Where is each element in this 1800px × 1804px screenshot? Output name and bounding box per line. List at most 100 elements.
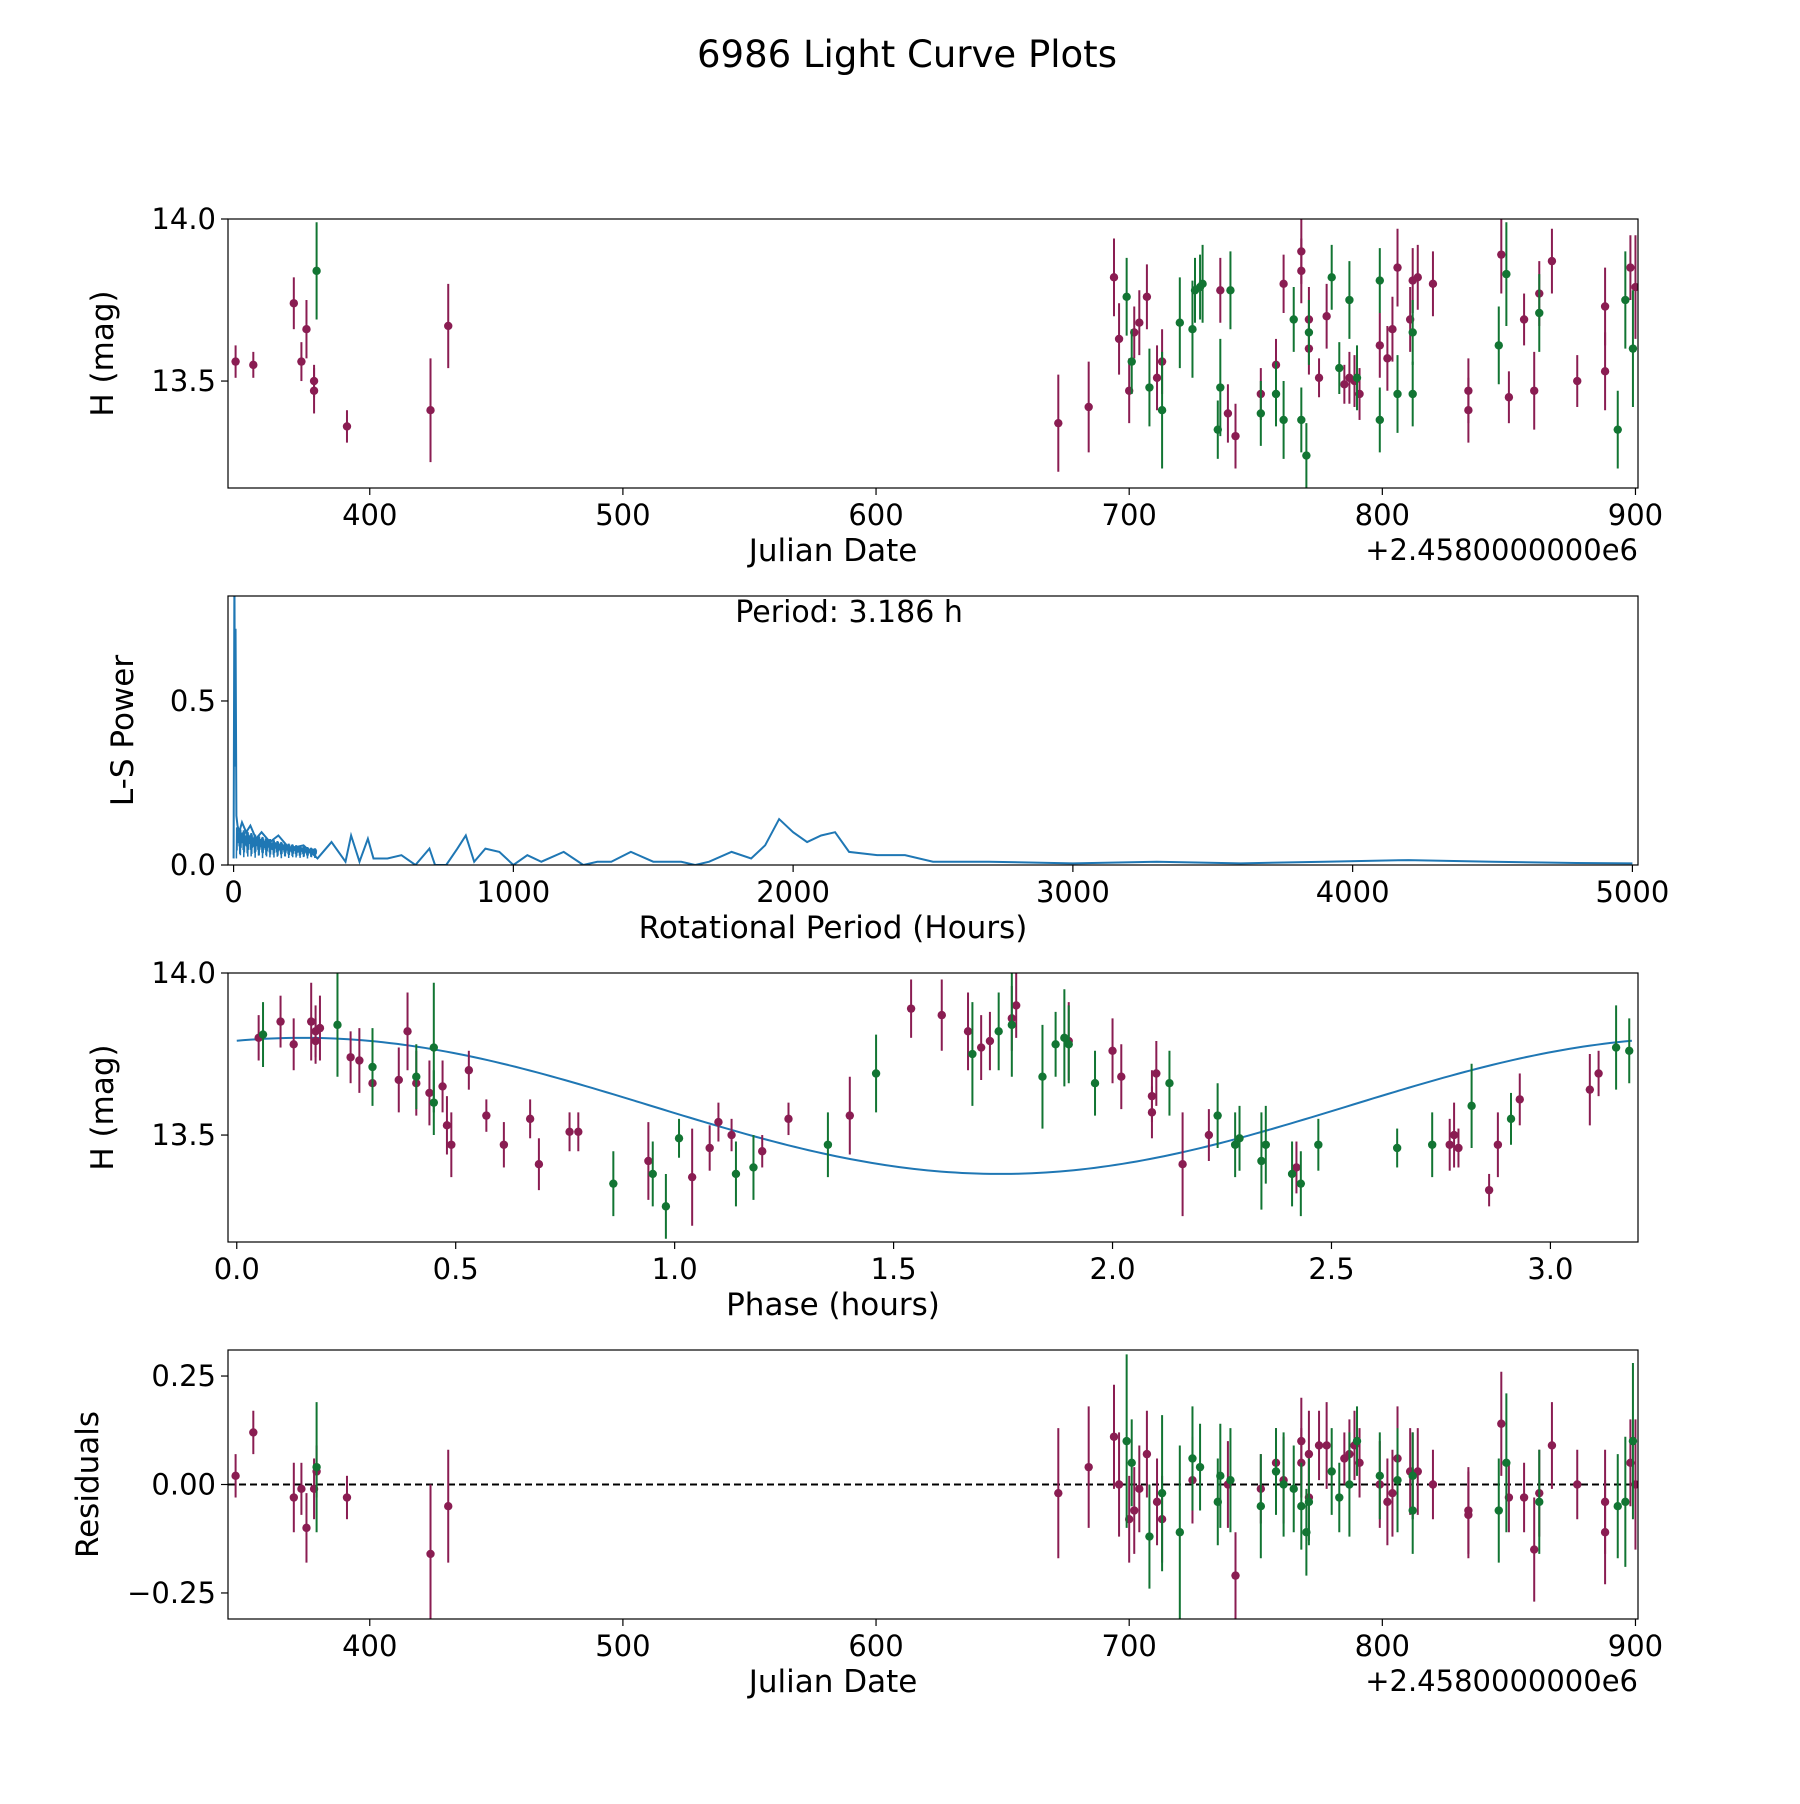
data-point <box>342 422 352 431</box>
data-point <box>1322 312 1331 321</box>
data-point <box>1535 1497 1544 1507</box>
data-point <box>687 1172 697 1182</box>
x-tick-label: 700 <box>1102 498 1157 532</box>
data-point <box>1573 376 1582 386</box>
data-point <box>1226 1475 1235 1485</box>
data-point <box>1493 1140 1503 1149</box>
data-point <box>525 1114 535 1124</box>
data-point <box>1392 1143 1402 1153</box>
data-point <box>1287 1169 1297 1179</box>
data-point <box>565 1127 574 1137</box>
data-point <box>1314 373 1324 383</box>
data-point <box>438 1082 447 1091</box>
data-point <box>1454 1143 1463 1153</box>
x-tick-label: 500 <box>595 1629 650 1663</box>
data-point <box>1600 1528 1610 1537</box>
data-point <box>574 1127 583 1137</box>
data-point <box>1383 354 1392 363</box>
data-point <box>1335 363 1344 373</box>
data-point <box>937 1010 946 1020</box>
data-point <box>1464 1510 1473 1520</box>
data-point <box>1497 1419 1506 1428</box>
data-point <box>1573 1480 1582 1489</box>
x-tick-label: 4000 <box>1316 875 1390 909</box>
data-point <box>1195 1462 1205 1472</box>
data-point <box>906 1004 916 1013</box>
data-point <box>1007 1020 1017 1030</box>
data-point <box>1084 402 1093 412</box>
data-point <box>368 1062 377 1072</box>
data-point <box>1600 367 1610 376</box>
data-point <box>1428 1480 1438 1489</box>
x-tick-label: 3.0 <box>1527 1252 1573 1286</box>
data-point <box>1594 1069 1603 1078</box>
data-point <box>1530 386 1539 395</box>
data-point <box>1296 1179 1306 1188</box>
data-point <box>1226 286 1235 295</box>
data-point <box>985 1036 995 1046</box>
data-point <box>1613 1501 1622 1511</box>
data-point <box>994 1027 1003 1036</box>
y-tick-label: 0.00 <box>151 1468 216 1502</box>
data-point <box>306 1017 316 1026</box>
data-point <box>1464 406 1473 415</box>
data-point <box>1256 409 1266 418</box>
data-point <box>1175 318 1185 327</box>
data-point <box>1292 1163 1301 1172</box>
plot-area <box>231 219 1638 488</box>
x-tick-label: 5000 <box>1595 875 1669 909</box>
data-point <box>1064 1040 1073 1049</box>
period-annotation: Period: 3.186 h <box>735 595 963 630</box>
data-point <box>1216 1471 1225 1481</box>
data-point <box>1345 295 1354 305</box>
x-tick-label: 600 <box>848 1629 903 1663</box>
panel-1: 400 500 600 700 800 900 13.5 14.0 Julian Date H (… <box>85 202 1663 569</box>
x-tick-label: 3000 <box>1036 875 1110 909</box>
data-point <box>1302 451 1311 460</box>
data-point <box>661 1202 671 1211</box>
data-point <box>302 1523 311 1533</box>
data-point <box>1628 1436 1638 1446</box>
data-point <box>963 1027 973 1036</box>
y-tick-label: 0.0 <box>170 848 216 882</box>
data-point <box>1152 1069 1161 1078</box>
data-point <box>1327 273 1336 282</box>
data-point <box>289 1493 299 1502</box>
data-point <box>249 1428 258 1437</box>
data-point <box>1279 1480 1288 1489</box>
data-point <box>1497 250 1506 259</box>
data-point <box>1535 308 1544 318</box>
data-point <box>1261 1140 1270 1149</box>
data-point <box>1345 1480 1354 1489</box>
data-point <box>464 1066 474 1075</box>
data-point <box>1142 292 1152 301</box>
data-point <box>1256 1501 1266 1511</box>
data-point <box>1304 328 1314 337</box>
panel-2: 0 1000 2000 3000 4000 5000 0.0 0.5 Rotational Pe… <box>105 595 1669 946</box>
data-point <box>1145 1532 1154 1541</box>
data-point <box>1011 1001 1021 1010</box>
data-point <box>1147 1108 1157 1117</box>
x-offset-label: +2.4580000000e6 <box>1365 1664 1638 1698</box>
y-axis-label: H (mag) <box>85 290 121 416</box>
data-point <box>871 1069 881 1078</box>
data-point <box>1494 1506 1503 1515</box>
data-point <box>1289 1484 1298 1494</box>
data-point <box>1621 295 1630 305</box>
data-point <box>1188 1454 1197 1463</box>
data-point <box>342 1493 352 1502</box>
data-point <box>276 1017 285 1026</box>
data-point <box>1130 1506 1139 1515</box>
data-point <box>1547 1441 1557 1450</box>
plot-area <box>228 1354 1638 1619</box>
data-point <box>1626 263 1635 272</box>
y-axis-label: H (mag) <box>85 1044 121 1170</box>
x-axis-label: Phase (hours) <box>726 1287 940 1323</box>
data-point <box>674 1134 684 1143</box>
data-point <box>315 1023 325 1033</box>
periodogram-noise <box>235 827 318 859</box>
data-point <box>1375 415 1384 425</box>
data-point <box>845 1111 855 1120</box>
data-point <box>1494 341 1503 350</box>
data-point <box>1375 1471 1384 1481</box>
